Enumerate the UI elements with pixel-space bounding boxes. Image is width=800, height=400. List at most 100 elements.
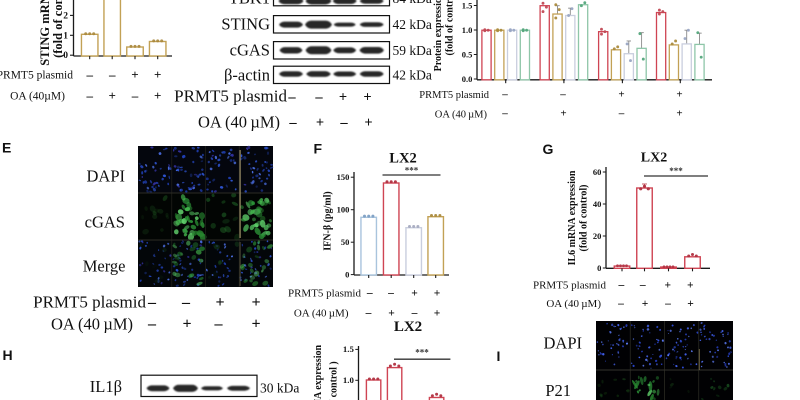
svg-text:+: + <box>687 298 694 310</box>
svg-text:–: – <box>501 89 508 101</box>
svg-text:OA (40 µM): OA (40 µM) <box>546 298 601 310</box>
svg-text:+: + <box>363 90 371 106</box>
svg-text:OA (40 µM): OA (40 µM) <box>51 315 133 334</box>
svg-text:–: – <box>147 316 157 333</box>
svg-text:+: + <box>687 280 694 292</box>
svg-text:H: H <box>3 347 13 363</box>
svg-text:–: – <box>214 316 224 333</box>
svg-text:STING mRNA: STING mRNA <box>38 0 52 66</box>
svg-text:–: – <box>387 288 394 300</box>
svg-text:G: G <box>543 141 554 157</box>
svg-text:+: + <box>388 308 395 320</box>
svg-text:STING: STING <box>221 15 270 34</box>
svg-text:PRMT5 plasmid: PRMT5 plasmid <box>174 87 287 106</box>
svg-text:2: 2 <box>63 11 68 21</box>
svg-text:IFN-β (pg/ml): IFN-β (pg/ml) <box>323 191 334 250</box>
svg-text:Protein expression: Protein expression <box>433 0 444 71</box>
svg-text:+: + <box>339 90 347 106</box>
svg-text:(fold of control): (fold of control) <box>579 184 590 251</box>
svg-text:40: 40 <box>593 199 602 209</box>
svg-text:DAPI: DAPI <box>86 167 125 186</box>
svg-text:–: – <box>618 108 625 120</box>
svg-text:1.5: 1.5 <box>462 0 473 10</box>
svg-text:–: – <box>314 90 323 106</box>
svg-text:+: + <box>251 294 260 311</box>
svg-text:+: + <box>434 288 441 300</box>
svg-text:E: E <box>2 140 11 156</box>
svg-text:–: – <box>559 89 566 101</box>
svg-text:–: – <box>664 298 671 310</box>
svg-text:–: – <box>365 308 372 320</box>
svg-text:84 kDa: 84 kDa <box>393 0 432 6</box>
svg-text:+: + <box>665 280 672 292</box>
svg-text:150: 150 <box>337 172 350 182</box>
svg-text:(fold of control ): (fold of control ) <box>329 361 340 400</box>
svg-text:42 kDa: 42 kDa <box>393 68 432 83</box>
svg-text:59 kDa: 59 kDa <box>393 43 432 58</box>
svg-text:P21: P21 <box>545 381 571 400</box>
svg-text:+: + <box>131 67 138 82</box>
svg-text:20: 20 <box>593 231 602 241</box>
svg-text:–: – <box>339 115 348 131</box>
svg-text:PRMT5 plasmid: PRMT5 plasmid <box>533 280 607 292</box>
svg-text:Merge: Merge <box>83 257 126 276</box>
svg-text:–: – <box>108 67 116 82</box>
svg-text:+: + <box>676 108 682 120</box>
svg-text:cGAS: cGAS <box>85 213 125 232</box>
svg-text:+: + <box>642 298 649 310</box>
svg-text:+: + <box>154 88 161 103</box>
svg-text:(fold of control): (fold of control) <box>51 0 65 58</box>
svg-text:1: 1 <box>63 31 68 41</box>
svg-text:OA (40µM): OA (40µM) <box>10 91 65 103</box>
svg-text:0: 0 <box>345 269 349 279</box>
svg-text:100: 100 <box>337 205 350 215</box>
svg-text:LX2: LX2 <box>389 151 416 167</box>
svg-text:–: – <box>618 280 625 292</box>
svg-text:0.0: 0.0 <box>462 74 473 84</box>
svg-text:30 kDa: 30 kDa <box>260 381 299 396</box>
svg-text:42 kDa: 42 kDa <box>393 17 432 32</box>
svg-text:+: + <box>676 89 682 101</box>
svg-text:IL1β mRNA expression: IL1β mRNA expression <box>313 345 324 400</box>
svg-text:F: F <box>314 141 323 157</box>
svg-text:+: + <box>411 288 418 300</box>
svg-text:+: + <box>618 89 624 101</box>
svg-text:+: + <box>364 115 372 131</box>
svg-text:LX2: LX2 <box>394 319 422 335</box>
svg-text:0.5: 0.5 <box>462 49 473 59</box>
svg-text:1.0: 1.0 <box>462 25 473 35</box>
svg-text:+: + <box>560 108 566 120</box>
svg-text:–: – <box>85 67 93 82</box>
svg-text:***: *** <box>415 348 429 358</box>
svg-text:–: – <box>287 90 296 106</box>
svg-text:PRMT5 plasmid: PRMT5 plasmid <box>419 90 489 101</box>
svg-text:–: – <box>181 294 191 311</box>
svg-text:***: *** <box>405 166 419 176</box>
svg-text:cGAS: cGAS <box>230 41 270 60</box>
svg-text:+: + <box>182 316 191 333</box>
svg-text:***: *** <box>669 166 683 176</box>
svg-text:+: + <box>215 294 224 311</box>
svg-text:–: – <box>617 298 624 310</box>
svg-text:OA (40 µM): OA (40 µM) <box>435 109 488 120</box>
svg-text:–: – <box>501 108 508 120</box>
svg-text:1.0: 1.0 <box>343 375 355 385</box>
svg-text:–: – <box>366 288 373 300</box>
svg-text:–: – <box>85 88 93 103</box>
svg-text:PRMT5 plasmid: PRMT5 plasmid <box>288 288 362 300</box>
svg-text:DAPI: DAPI <box>543 334 582 353</box>
svg-text:OA (40 µM): OA (40 µM) <box>294 308 349 320</box>
svg-text:–: – <box>639 280 646 292</box>
svg-text:IL6 mRNA expression: IL6 mRNA expression <box>567 170 578 265</box>
svg-text:+: + <box>108 88 115 103</box>
svg-text:+: + <box>154 67 161 82</box>
svg-text:TBK1: TBK1 <box>229 0 270 8</box>
svg-text:+: + <box>316 115 324 131</box>
svg-text:LX2: LX2 <box>641 151 667 166</box>
svg-text:(fold of control): (fold of control) <box>445 0 456 56</box>
svg-text:–: – <box>147 294 157 311</box>
svg-text:60: 60 <box>593 167 602 177</box>
svg-text:OA (40 µM): OA (40 µM) <box>198 113 280 132</box>
svg-text:–: – <box>411 308 418 320</box>
svg-text:0: 0 <box>63 51 68 61</box>
